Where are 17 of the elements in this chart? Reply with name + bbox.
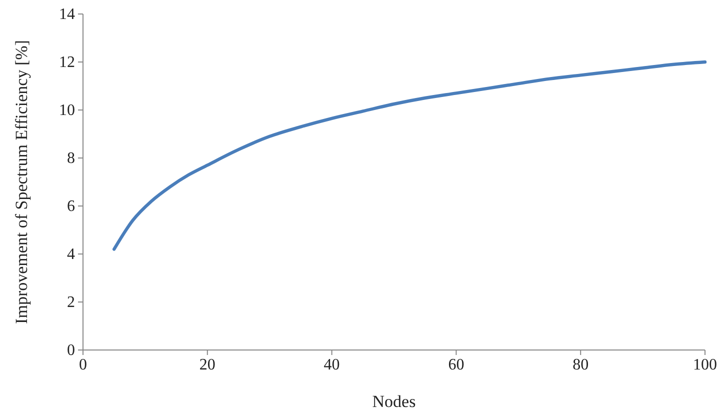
y-tick-label: 14 bbox=[59, 6, 75, 24]
x-tick-label: 20 bbox=[199, 356, 216, 374]
y-tick-label: 0 bbox=[67, 342, 75, 360]
x-tick-label: 0 bbox=[79, 356, 87, 374]
x-tick-label: 40 bbox=[324, 356, 340, 374]
y-tick-label: 8 bbox=[67, 150, 75, 168]
y-tick-label: 6 bbox=[67, 198, 75, 216]
y-axis-title: Improvement of Spectrum Efficiency [%] bbox=[12, 40, 31, 324]
x-axis-title: Nodes bbox=[372, 392, 416, 411]
line-series bbox=[112, 60, 707, 251]
x-tick-label: 80 bbox=[572, 356, 589, 374]
x-tick-label: 100 bbox=[693, 356, 717, 374]
x-tick-label: 60 bbox=[448, 356, 464, 374]
y-tick-label: 2 bbox=[67, 294, 75, 312]
y-tick-label: 10 bbox=[59, 102, 75, 120]
y-tick-label: 12 bbox=[59, 54, 75, 72]
y-tick-label: 4 bbox=[67, 246, 75, 264]
